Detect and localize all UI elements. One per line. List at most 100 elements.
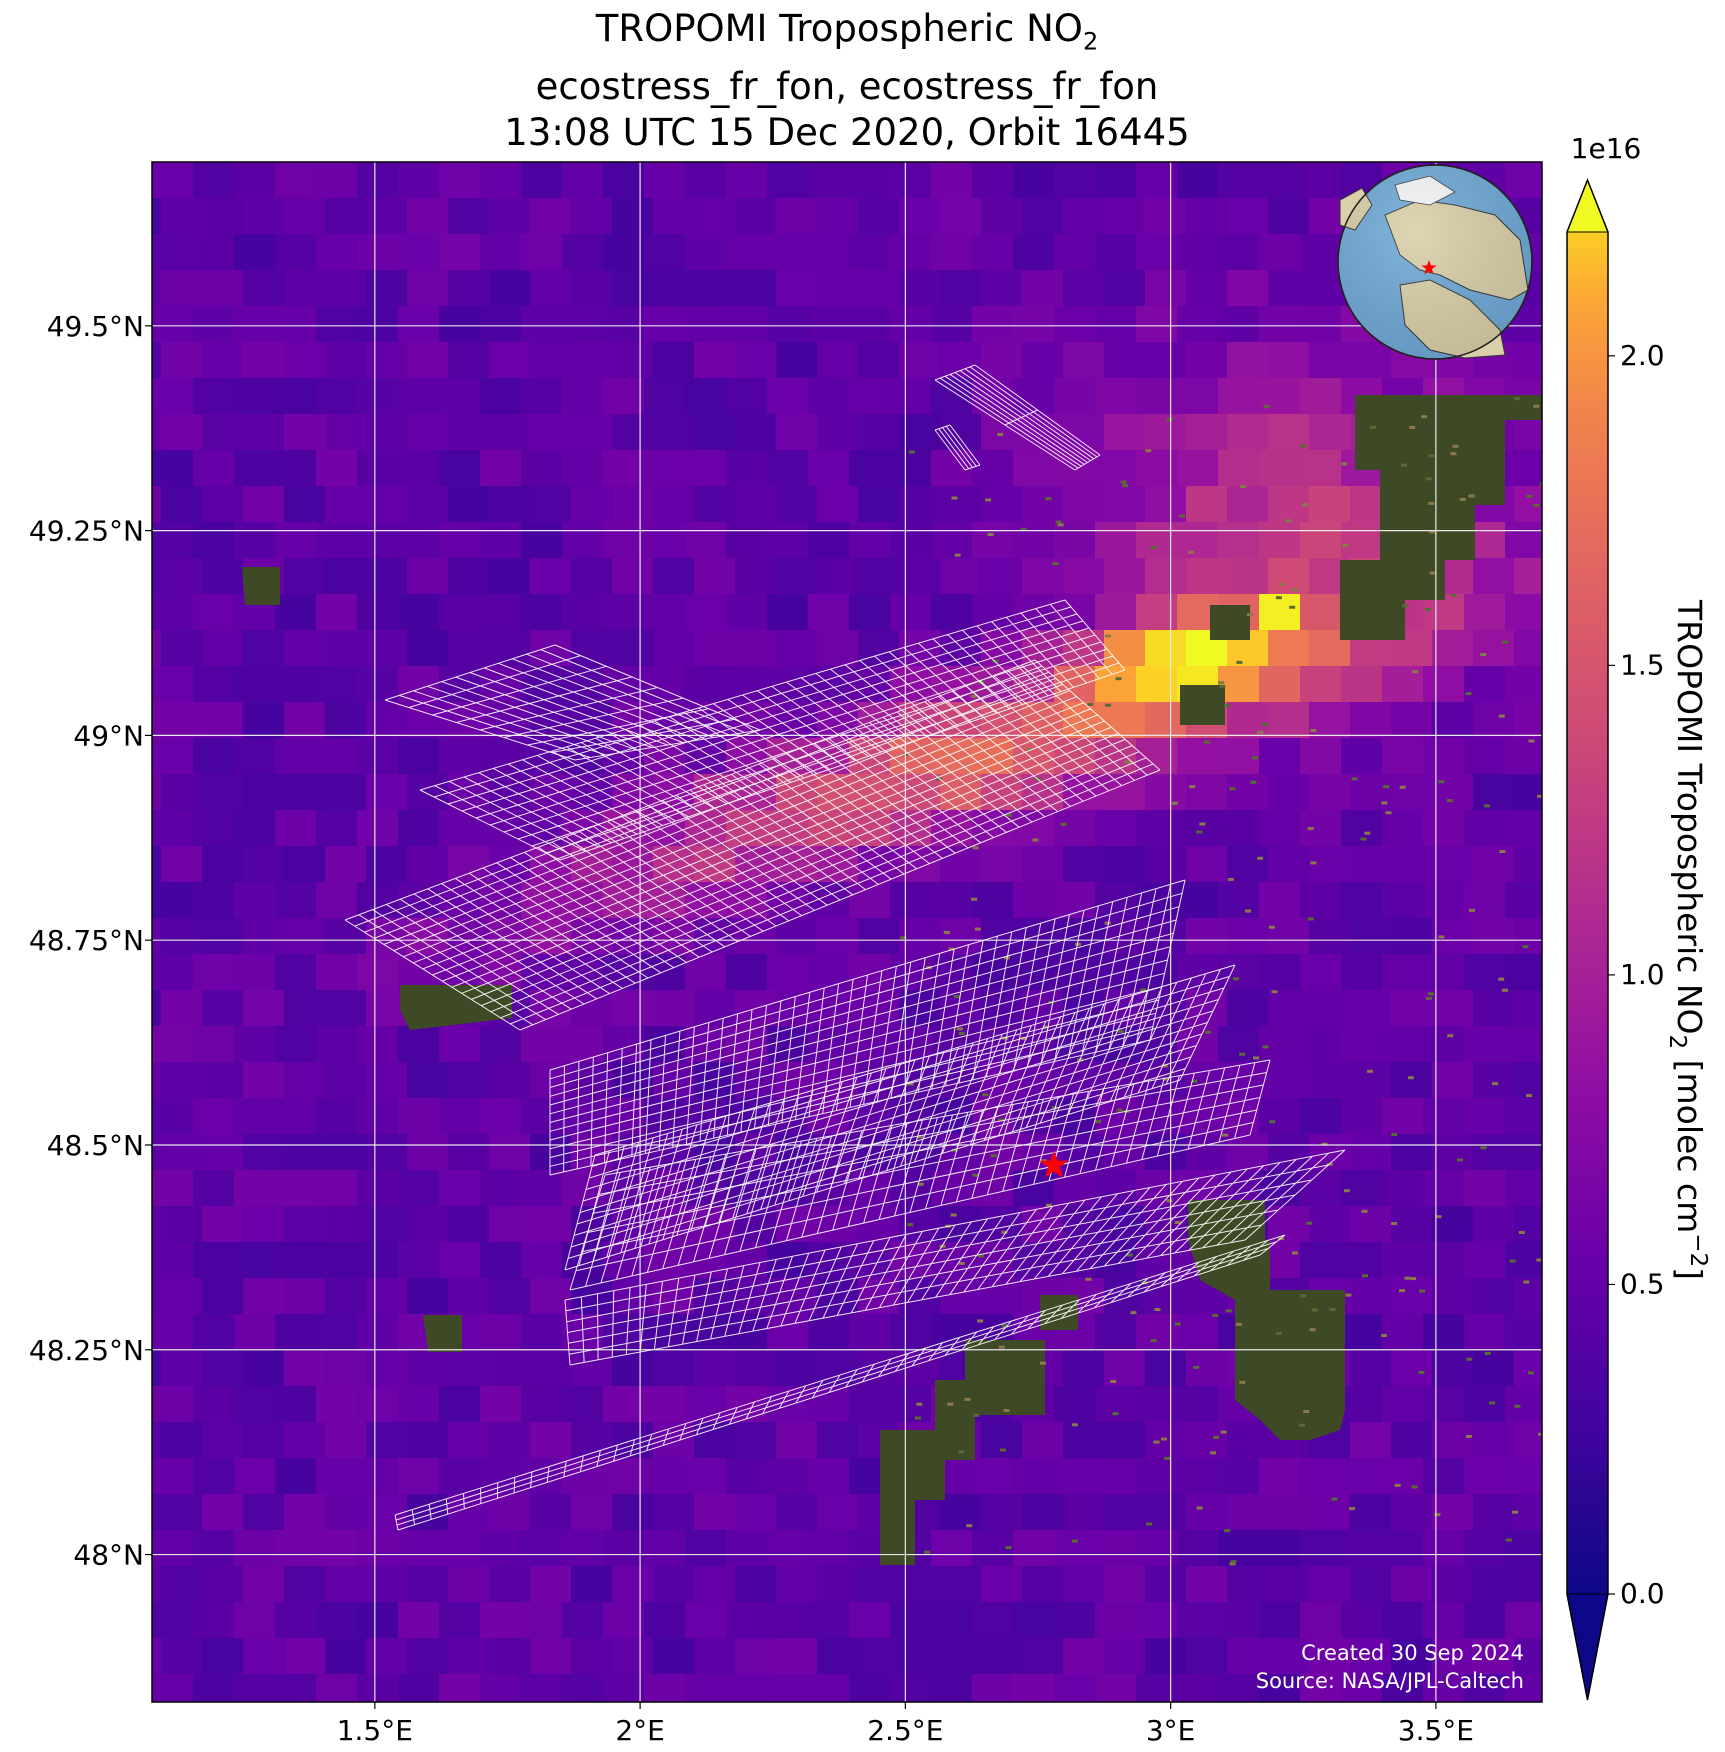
field-texture xyxy=(958,1031,965,1035)
title-line-2: ecostress_fr_fon, ecostress_fr_fon xyxy=(535,65,1159,109)
no2-pixel xyxy=(439,1458,481,1495)
no2-pixel xyxy=(193,378,235,415)
no2-pixel xyxy=(1382,1314,1424,1351)
no2-pixel xyxy=(767,1458,809,1495)
no2-pixel xyxy=(448,1638,490,1675)
no2-pixel xyxy=(858,270,900,307)
no2-pixel xyxy=(243,1206,285,1243)
no2-pixel xyxy=(1300,594,1342,631)
no2-pixel xyxy=(1423,882,1465,919)
no2-pixel xyxy=(1013,378,1055,415)
no2-pixel xyxy=(275,1098,317,1135)
no2-pixel xyxy=(152,1242,194,1279)
no2-pixel xyxy=(890,450,932,487)
no2-pixel xyxy=(366,702,408,739)
no2-pixel xyxy=(899,1638,941,1675)
no2-pixel xyxy=(1587,1674,1629,1711)
no2-pixel xyxy=(1432,1422,1474,1459)
no2-pixel xyxy=(193,1098,235,1135)
field-texture xyxy=(1307,827,1314,831)
no2-pixel xyxy=(1423,1314,1465,1351)
no2-pixel xyxy=(1104,1710,1146,1747)
credit-created: Created 30 Sep 2024 xyxy=(1301,1641,1524,1665)
no2-pixel xyxy=(603,1098,645,1135)
no2-pixel xyxy=(817,1566,859,1603)
no2-pixel xyxy=(1063,1710,1105,1747)
no2-pixel xyxy=(1013,1458,1055,1495)
no2-pixel xyxy=(776,1566,818,1603)
no2-pixel xyxy=(234,1098,276,1135)
no2-pixel xyxy=(849,1602,891,1639)
no2-pixel xyxy=(1464,1386,1506,1423)
field-texture xyxy=(1385,811,1392,815)
no2-pixel xyxy=(407,198,449,235)
no2-pixel xyxy=(1464,882,1506,919)
no2-pixel xyxy=(1177,1530,1219,1567)
no2-pixel xyxy=(1432,846,1474,883)
no2-pixel xyxy=(448,630,490,667)
field-texture xyxy=(992,659,999,663)
no2-pixel xyxy=(316,1026,358,1063)
field-texture xyxy=(1361,1209,1368,1213)
no2-pixel xyxy=(439,234,481,271)
no2-pixel xyxy=(1136,954,1178,991)
no2-pixel xyxy=(480,378,522,415)
ecostress-scene-grid xyxy=(344,659,1161,1031)
no2-pixel xyxy=(1136,1530,1178,1567)
no2-pixel xyxy=(1505,738,1542,775)
no2-pixel xyxy=(612,342,654,379)
no2-pixel xyxy=(1095,1746,1137,1752)
no2-pixel xyxy=(1309,918,1351,955)
no2-pixel xyxy=(234,882,276,919)
ecostress-scene-grid xyxy=(569,1059,1271,1291)
no2-pixel xyxy=(767,1530,809,1567)
no2-pixel xyxy=(1054,450,1096,487)
no2-pixel xyxy=(644,1098,686,1135)
field-texture xyxy=(1162,1077,1169,1081)
no2-pixel xyxy=(225,162,267,163)
no2-pixel xyxy=(325,1494,367,1531)
no2-pixel xyxy=(152,1278,162,1315)
field-texture xyxy=(1447,1034,1454,1038)
no2-pixel xyxy=(981,1422,1023,1459)
field-texture xyxy=(1161,1437,1168,1441)
no2-pixel xyxy=(1382,1242,1424,1279)
no2-pixel xyxy=(489,198,531,235)
no2-pixel xyxy=(1013,1602,1055,1639)
no2-pixel xyxy=(817,1710,859,1747)
colorbar-tick-label: 0.5 xyxy=(1620,1267,1665,1300)
no2-pixel xyxy=(480,594,522,631)
no2-pixel xyxy=(480,1530,522,1567)
no2-pixel xyxy=(202,774,244,811)
field-texture xyxy=(1489,1401,1496,1405)
field-texture xyxy=(1153,1440,1160,1444)
no2-pixel xyxy=(348,162,390,163)
no2-pixel xyxy=(1095,1602,1137,1639)
no2-pixel xyxy=(1145,918,1187,955)
no2-pixel xyxy=(776,198,818,235)
no2-pixel xyxy=(940,414,982,451)
no2-pixel xyxy=(1423,1674,1465,1702)
no2-pixel xyxy=(1423,1458,1465,1495)
no2-pixel xyxy=(284,198,326,235)
no2-pixel xyxy=(1341,1602,1383,1639)
field-texture xyxy=(1502,640,1509,644)
no2-pixel xyxy=(644,1386,686,1423)
no2-pixel xyxy=(439,306,481,343)
no2-pixel xyxy=(653,1494,695,1531)
no2-pixel xyxy=(1514,1494,1542,1531)
no2-pixel xyxy=(161,846,203,883)
no2-pixel xyxy=(1259,450,1301,487)
field-texture xyxy=(1112,1412,1119,1416)
no2-pixel xyxy=(685,1746,727,1752)
field-texture xyxy=(1452,444,1459,448)
field-texture xyxy=(974,927,981,931)
no2-pixel xyxy=(849,1386,891,1423)
no2-pixel xyxy=(858,486,900,523)
no2-pixel xyxy=(193,666,235,703)
no2-pixel xyxy=(767,594,809,631)
no2-pixel xyxy=(1054,1386,1096,1423)
no2-pixel xyxy=(325,198,367,235)
no2-pixel xyxy=(767,1314,809,1351)
no2-pixel xyxy=(1227,1134,1269,1171)
